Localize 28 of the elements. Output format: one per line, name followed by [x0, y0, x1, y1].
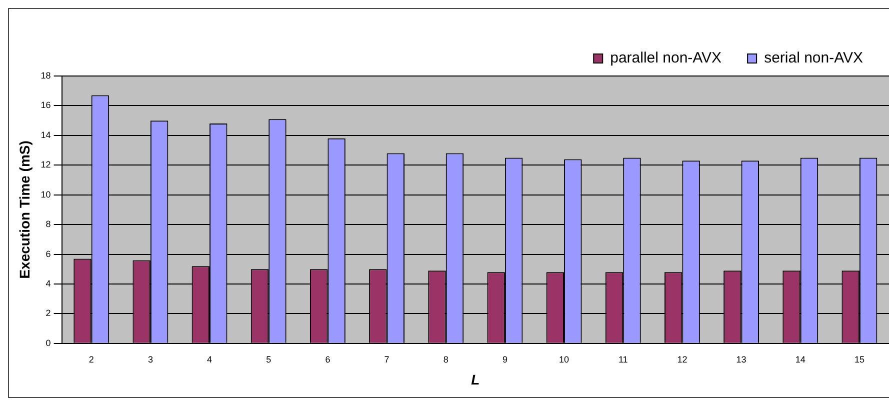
- x-tick-label: 10: [559, 354, 570, 364]
- x-tick-label: 12: [677, 354, 688, 364]
- y-tick-label: 10: [40, 189, 51, 200]
- legend-label: serial non-AVX: [764, 50, 863, 67]
- x-tick-label: 11: [618, 354, 628, 364]
- y-tick-label: 0: [46, 338, 51, 348]
- x-tick-label: 14: [795, 354, 806, 364]
- y-axis-title: Execution Time (mS): [16, 140, 32, 279]
- y-tick-label: 16: [40, 100, 51, 110]
- x-tick-label: 15: [854, 354, 864, 364]
- x-axis-title: L: [471, 371, 480, 388]
- x-tick-label: 2: [88, 354, 94, 364]
- y-tick-label: 2: [46, 308, 51, 318]
- y-tick-label: 14: [40, 130, 51, 140]
- x-tick-label: 13: [736, 354, 746, 364]
- x-tick-label: 7: [384, 354, 390, 364]
- x-tick-label: 6: [325, 354, 330, 364]
- y-tick-label: 4: [46, 278, 51, 288]
- y-tick-label: 6: [46, 248, 51, 259]
- x-tick-label: 9: [502, 354, 508, 364]
- x-tick-label: 8: [443, 354, 448, 364]
- y-tick-label: 12: [40, 160, 51, 170]
- x-tick-label: 3: [148, 354, 153, 364]
- x-tick-label: 4: [207, 354, 212, 364]
- y-tick-label: 18: [40, 70, 51, 80]
- y-tick-label: 8: [46, 219, 51, 230]
- x-tick-label: 5: [266, 354, 272, 364]
- legend-label: parallel non-AVX: [610, 50, 722, 67]
